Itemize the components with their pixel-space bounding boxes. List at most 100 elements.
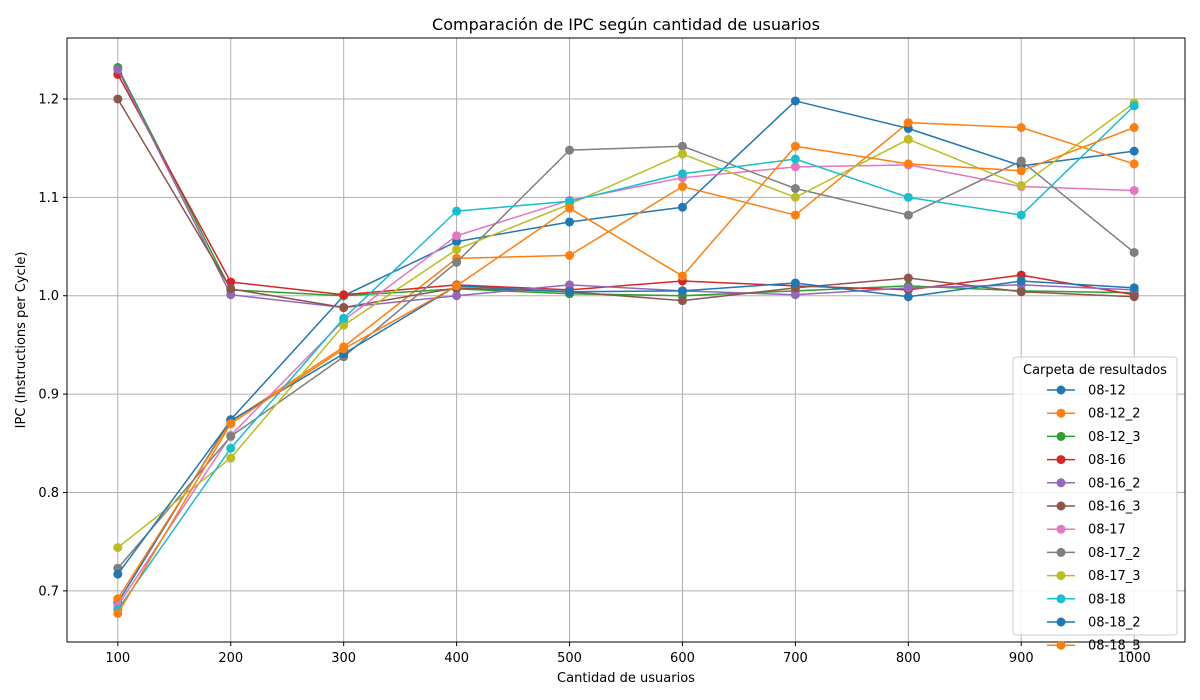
data-point (113, 64, 123, 74)
series-08-17_2 (113, 141, 1139, 573)
legend: Carpeta de resultados 08-12 08-12_2 08-12_… (1012, 356, 1178, 654)
series-line (117, 102, 1135, 549)
plot-frame (66, 37, 1186, 643)
legend-item: 08-17_2 (1047, 546, 1141, 561)
series-line (117, 100, 1135, 604)
data-point (903, 134, 913, 144)
data-point (1016, 276, 1026, 286)
legend-label: 08-16_3 (1088, 500, 1141, 515)
legend-marker (1056, 501, 1066, 511)
legend-marker (1056, 640, 1066, 650)
legend-label: 08-12 (1088, 384, 1126, 399)
data-point (339, 303, 349, 313)
legend-marker (1056, 594, 1066, 604)
series-08-18 (113, 101, 1139, 615)
y-tick-label: 0.7 (38, 584, 59, 599)
series-line (117, 105, 1135, 610)
legend-item: 08-16_2 (1047, 476, 1141, 491)
data-point (339, 320, 349, 330)
legend-marker (1056, 547, 1066, 557)
data-point (113, 543, 123, 553)
y-tick-label: 1.0 (38, 289, 59, 304)
data-point (677, 182, 687, 192)
data-point (790, 278, 800, 288)
data-point (1129, 292, 1139, 302)
legend-item: 08-16 (1047, 453, 1126, 468)
data-point (1129, 101, 1139, 111)
data-point (452, 281, 462, 291)
legend-label: 08-12_3 (1088, 430, 1141, 445)
chart-title: Comparación de IPC según cantidad de usu… (432, 15, 820, 34)
data-point (677, 169, 687, 179)
x-tick-label: 300 (331, 651, 356, 666)
legend-item: 08-12 (1047, 384, 1126, 399)
data-point (339, 290, 349, 300)
data-point (565, 145, 575, 155)
data-point (1016, 210, 1026, 220)
data-point (903, 283, 913, 293)
data-point (1129, 185, 1139, 195)
data-point (903, 210, 913, 220)
data-point (903, 273, 913, 283)
data-point (565, 196, 575, 206)
data-point (1129, 159, 1139, 169)
data-point (677, 286, 687, 296)
series-08-12 (113, 96, 1139, 608)
data-point (452, 231, 462, 241)
data-point (452, 291, 462, 301)
data-point (226, 443, 236, 453)
data-point (790, 210, 800, 220)
legend-label: 08-17 (1088, 523, 1126, 538)
data-point (113, 94, 123, 104)
legend-item: 08-18_2 (1047, 616, 1141, 631)
legend-label: 08-17_3 (1088, 569, 1141, 584)
data-point (226, 453, 236, 463)
data-point (677, 149, 687, 159)
legend-label: 08-16 (1088, 453, 1126, 468)
data-point (790, 96, 800, 106)
series-08-17 (113, 160, 1139, 611)
series-08-18_3 (113, 123, 1139, 618)
data-point (677, 296, 687, 306)
legend-item: 08-18 (1047, 592, 1126, 607)
x-tick-label: 800 (896, 651, 921, 666)
x-axis-label: Cantidad de usuarios (557, 671, 695, 686)
data-point (1129, 123, 1139, 133)
legend-item: 08-16_3 (1047, 500, 1141, 515)
data-point (226, 431, 236, 441)
legend-label: 08-12_2 (1088, 407, 1141, 422)
x-tick-label: 200 (218, 651, 243, 666)
legend-label: 08-18 (1088, 592, 1126, 607)
legend-marker (1056, 524, 1066, 534)
data-point (565, 250, 575, 260)
legend-items: 08-12 08-12_2 08-12_3 08-16 08-16_2 08-16_3 08… (1047, 384, 1141, 654)
data-point (565, 287, 575, 297)
legend-label: 08-18_3 (1088, 639, 1141, 654)
legend-item: 08-12_2 (1047, 407, 1141, 422)
series-line (117, 69, 1135, 309)
y-tick-label: 1.1 (38, 191, 59, 206)
ticks: 100 200 300 400 500 600 700 800 900 1000 0.7 0.8 0.9… (38, 92, 1150, 666)
data-point (1129, 247, 1139, 257)
legend-item: 08-17_3 (1047, 569, 1141, 584)
data-point (565, 203, 575, 213)
data-point (1016, 156, 1026, 166)
y-tick-label: 0.9 (38, 388, 59, 403)
series-08-12_2 (113, 118, 1139, 604)
series-layer (113, 63, 1139, 618)
x-tick-label: 100 (105, 651, 130, 666)
x-tick-label: 900 (1009, 651, 1034, 666)
data-point (790, 154, 800, 164)
data-point (790, 162, 800, 172)
data-point (113, 569, 123, 579)
series-line (117, 164, 1135, 607)
data-point (677, 141, 687, 151)
data-point (452, 244, 462, 254)
data-point (339, 344, 349, 354)
legend-marker (1056, 431, 1066, 441)
data-point (1016, 123, 1026, 133)
legend-marker (1056, 408, 1066, 418)
legend-marker (1056, 571, 1066, 581)
data-point (1016, 181, 1026, 191)
series-line (117, 98, 1135, 309)
